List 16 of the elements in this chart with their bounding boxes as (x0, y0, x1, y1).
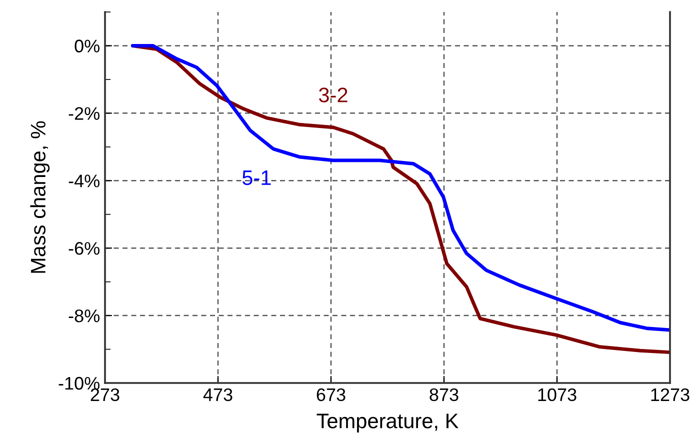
y-tick-label: -8% (68, 309, 100, 322)
y-axis-title: Mass change, % (30, 121, 50, 273)
x-axis-title: Temperature, K (316, 414, 458, 432)
y-tick-label: 0% (74, 40, 100, 52)
series-label: 5-1 (242, 170, 271, 186)
x-tick-label: 1273 (651, 388, 690, 402)
x-tick-label: 673 (316, 388, 346, 402)
x-tick-label: 873 (430, 388, 458, 402)
y-tick-label: -2% (68, 107, 100, 120)
series-label: 3-2 (319, 88, 348, 102)
y-tick-label: -4% (68, 174, 100, 188)
x-tick-label: 273 (90, 388, 120, 402)
x-tick-label: 1073 (538, 388, 576, 402)
y-tick-label: -10% (58, 376, 100, 390)
y-tick-label: -6% (68, 242, 100, 255)
x-tick-label: 473 (203, 388, 232, 402)
